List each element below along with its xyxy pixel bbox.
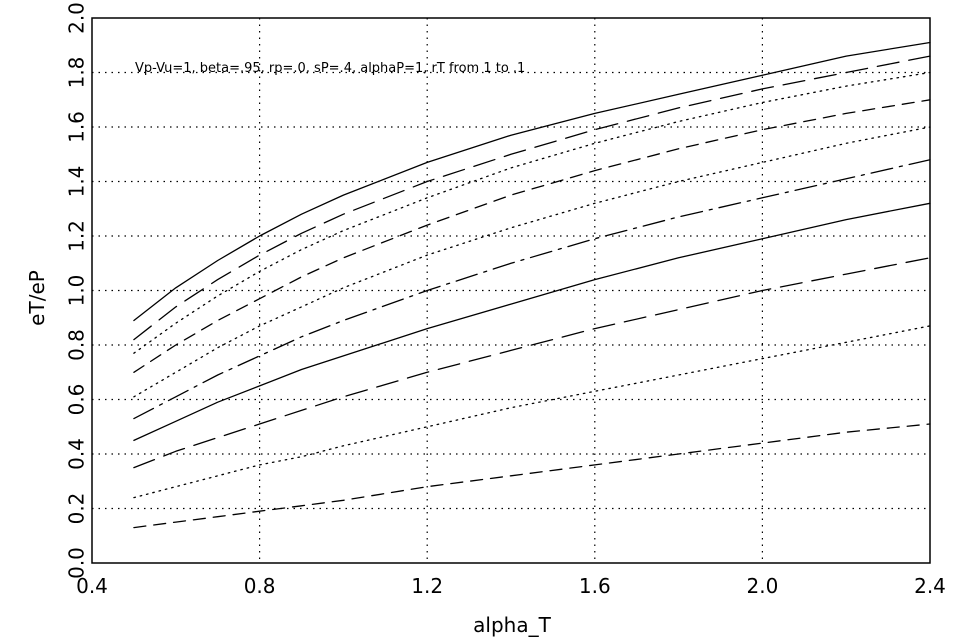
- series-group: [133, 41, 931, 529]
- series-line-7: [133, 202, 931, 442]
- series-line-3: [133, 71, 931, 354]
- x-tick-label: 2.4: [914, 574, 946, 598]
- plot-frame: [91, 17, 931, 564]
- series-line-1: [133, 41, 931, 322]
- y-tick-label: 0.4: [65, 438, 89, 470]
- series-line-2: [133, 55, 931, 341]
- series-line-6: [133, 159, 931, 420]
- x-tick-label: 2.0: [746, 574, 778, 598]
- tick-labels: 0.4 0.8 1.2 1.6 2.0 2.4 0.0 0.2 0.4 0.6 0.8 1.0 1.2 1…: [65, 2, 946, 598]
- series-line-9: [133, 325, 931, 499]
- y-axis-label: eT/eP: [25, 270, 49, 326]
- chart-annotation: Vp-Vu=1, beta=.95, rp=.0, sP=.4, alphaP=…: [135, 61, 525, 76]
- y-tick-label: 0.0: [65, 547, 89, 579]
- series-line-5: [133, 126, 931, 398]
- y-tick-label: 1.2: [65, 220, 89, 252]
- grid: [92, 18, 930, 563]
- y-tick-label: 2.0: [65, 2, 89, 34]
- y-tick-label: 1.8: [65, 57, 89, 89]
- y-tick-label: 0.8: [65, 329, 89, 361]
- x-tick-label: 1.2: [411, 574, 443, 598]
- series-line-8: [133, 257, 931, 469]
- y-tick-label: 1.4: [65, 166, 89, 198]
- x-tick-label: 0.8: [244, 574, 276, 598]
- y-tick-label: 1.0: [65, 275, 89, 307]
- series-line-10: [133, 423, 931, 529]
- series-line-4: [133, 99, 931, 373]
- x-axis-label: alpha_T: [473, 613, 551, 637]
- y-tick-label: 0.2: [65, 493, 89, 525]
- y-tick-label: 0.6: [65, 384, 89, 416]
- x-tick-label: 0.4: [76, 574, 108, 598]
- y-tick-label: 1.6: [65, 111, 89, 143]
- x-tick-label: 1.6: [579, 574, 611, 598]
